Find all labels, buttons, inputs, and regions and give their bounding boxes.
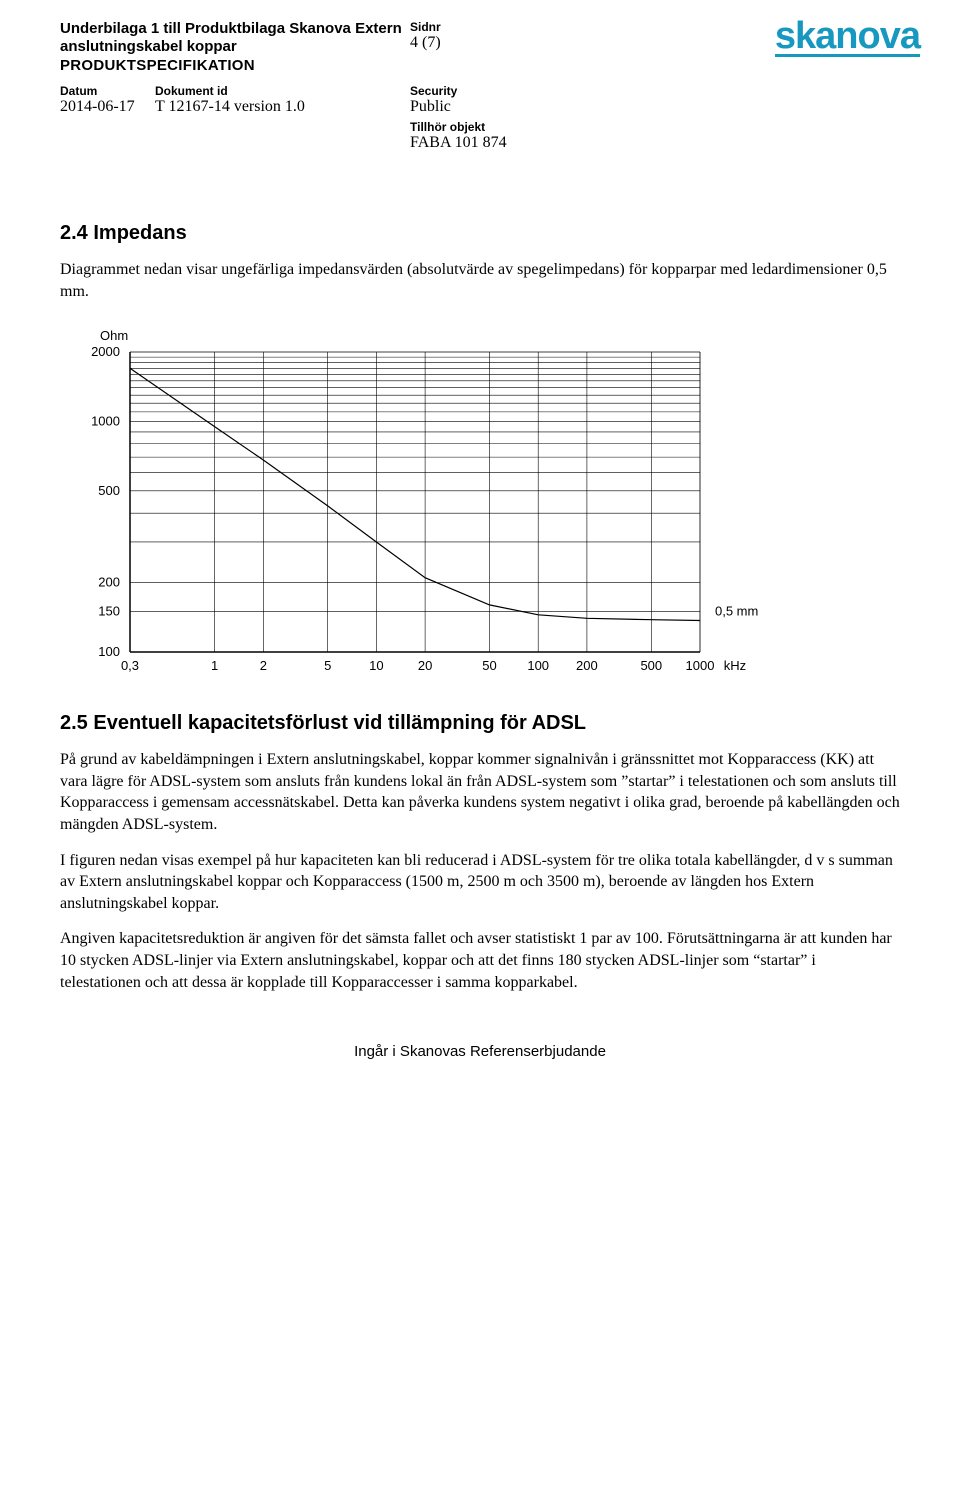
svg-text:5: 5 [324, 658, 331, 673]
dokument-label: Dokument id [155, 84, 410, 98]
tillhor-label: Tillhör objekt [410, 120, 610, 134]
svg-text:Ohm: Ohm [100, 328, 128, 343]
section-2-5-para1: På grund av kabeldämpningen i Extern ans… [60, 749, 900, 835]
document-header: skanova Underbilaga 1 till Produktbilaga… [60, 20, 900, 152]
section-2-5-para3: Angiven kapacitetsreduktion är angiven f… [60, 928, 900, 993]
dokument-value: T 12167-14 version 1.0 [155, 98, 410, 116]
section-2-4-heading: 2.4 Impedans [60, 222, 900, 245]
security-label: Security [410, 84, 610, 98]
svg-text:2: 2 [260, 658, 267, 673]
section-2-5-para2: I figuren nedan visas exempel på hur kap… [60, 850, 900, 915]
svg-text:500: 500 [98, 483, 120, 498]
tillhor-value: FABA 101 874 [410, 134, 610, 152]
svg-text:200: 200 [98, 575, 120, 590]
section-2-4-para: Diagrammet nedan visar ungefärliga imped… [60, 259, 900, 302]
page-footer: Ingår i Skanovas Referenserbjudande [60, 1043, 900, 1060]
svg-text:1000: 1000 [686, 658, 715, 673]
sidnr-value: 4 (7) [410, 34, 590, 52]
svg-text:1: 1 [211, 658, 218, 673]
svg-text:50: 50 [482, 658, 496, 673]
svg-text:2000: 2000 [91, 344, 120, 359]
logo-text: skanova [775, 15, 920, 58]
svg-text:100: 100 [98, 644, 120, 659]
section-2-5-heading: 2.5 Eventuell kapacitetsförlust vid till… [60, 712, 900, 735]
svg-text:kHz: kHz [724, 658, 746, 673]
svg-text:500: 500 [640, 658, 662, 673]
datum-value: 2014-06-17 [60, 98, 155, 116]
svg-text:1000: 1000 [91, 414, 120, 429]
svg-text:100: 100 [527, 658, 549, 673]
skanova-logo: skanova [775, 15, 920, 57]
header-title-line2: anslutningskabel koppar [60, 38, 410, 55]
sidnr-label: Sidnr [410, 20, 590, 34]
header-spec-label: PRODUKTSPECIFIKATION [60, 57, 410, 74]
impedance-chart-svg: 100 150 200 500 1000 2000Ohm 0,3 1 2 5 10 20 50 100 20… [60, 322, 780, 682]
header-title-line1: Underbilaga 1 till Produktbilaga Skanova… [60, 20, 410, 38]
svg-text:150: 150 [98, 604, 120, 619]
svg-text:10: 10 [369, 658, 383, 673]
datum-label: Datum [60, 84, 155, 98]
security-value: Public [410, 98, 610, 116]
svg-text:20: 20 [418, 658, 432, 673]
svg-text:200: 200 [576, 658, 598, 673]
impedance-chart: 100 150 200 500 1000 2000Ohm 0,3 1 2 5 10 20 50 100 20… [60, 322, 900, 682]
svg-text:0,5 mm: 0,5 mm [715, 604, 758, 619]
svg-text:0,3: 0,3 [121, 658, 139, 673]
